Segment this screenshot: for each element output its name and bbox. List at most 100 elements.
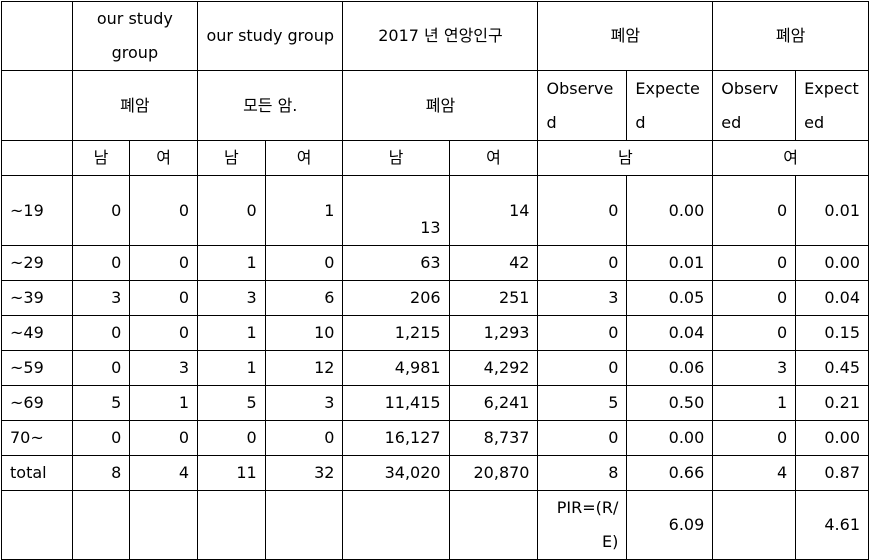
data-cell: 5 xyxy=(71,385,131,421)
data-cell: 8 xyxy=(537,455,628,491)
data-cell: 0 xyxy=(129,315,198,351)
data-cell: 0 xyxy=(712,315,797,351)
header-lung-cancer-male: 폐암 xyxy=(537,1,714,71)
header-lung-cancer-study: 폐암 xyxy=(71,70,199,141)
empty-cell xyxy=(264,490,344,560)
data-cell: 0.04 xyxy=(795,280,869,316)
header-lung-cancer-population: 폐암 xyxy=(342,70,539,141)
header-empty-corner xyxy=(1,1,73,71)
header-sex-male: 남 xyxy=(71,140,131,176)
data-cell: 0 xyxy=(712,420,797,456)
data-cell: 1 xyxy=(712,385,797,421)
data-cell: 0.06 xyxy=(626,350,714,386)
data-cell: 20,870 xyxy=(448,455,539,491)
pir-female-value: 4.61 xyxy=(795,490,869,560)
table-row: ~29 0 0 1 0 63 42 0 0.01 0 0.00 xyxy=(1,245,869,281)
age-cell: 70~ xyxy=(1,420,73,456)
empty-cell xyxy=(448,490,539,560)
data-cell: 1 xyxy=(197,245,266,281)
header-population-2017: 2017 년 연앙인구 xyxy=(342,1,539,71)
data-cell: 0 xyxy=(264,245,344,281)
age-cell: ~59 xyxy=(1,350,73,386)
data-cell: 6 xyxy=(264,280,344,316)
data-cell: 0 xyxy=(537,245,628,281)
data-cell: 3 xyxy=(71,280,131,316)
data-cell: 0 xyxy=(71,350,131,386)
data-cell: 3 xyxy=(197,280,266,316)
header-observed-female: Observed xyxy=(712,70,797,141)
header-sex-male: 남 xyxy=(342,140,450,176)
table-row: ~49 0 0 1 10 1,215 1,293 0 0.04 0 0.15 xyxy=(1,315,869,351)
data-cell: 0.00 xyxy=(626,420,714,456)
age-cell: ~69 xyxy=(1,385,73,421)
data-cell: 4 xyxy=(129,455,198,491)
data-cell: 8 xyxy=(71,455,131,491)
data-cell: 0 xyxy=(197,420,266,456)
data-cell: 251 xyxy=(448,280,539,316)
header-observed-male: Observed xyxy=(537,70,628,141)
data-cell: 0 xyxy=(129,420,198,456)
table-row: ~59 0 3 1 12 4,981 4,292 0 0.06 3 0.45 xyxy=(1,350,869,386)
table-row: ~39 3 0 3 6 206 251 3 0.05 0 0.04 xyxy=(1,280,869,316)
header-sex-male: 남 xyxy=(197,140,266,176)
data-cell: 0 xyxy=(264,420,344,456)
data-cell: 0.50 xyxy=(626,385,714,421)
data-cell: 0.66 xyxy=(626,455,714,491)
data-cell: 0.15 xyxy=(795,315,869,351)
data-cell: 16,127 xyxy=(342,420,450,456)
data-cell: 1,293 xyxy=(448,315,539,351)
data-cell: 0.05 xyxy=(626,280,714,316)
empty-cell xyxy=(1,490,73,560)
data-cell: 0 xyxy=(712,245,797,281)
data-cell: 1 xyxy=(129,385,198,421)
data-cell: 5 xyxy=(537,385,628,421)
data-cell: 8,737 xyxy=(448,420,539,456)
data-cell: 0.00 xyxy=(626,175,714,246)
header-all-cancer: 모든 암. xyxy=(196,70,344,141)
header-empty-3 xyxy=(1,140,73,176)
empty-cell xyxy=(71,490,131,560)
data-cell: 13 xyxy=(342,175,450,246)
data-cell: 0 xyxy=(537,315,628,351)
age-cell: ~49 xyxy=(1,315,73,351)
data-cell: 63 xyxy=(342,245,450,281)
data-cell: 3 xyxy=(712,350,797,386)
header-sex-female: 여 xyxy=(129,140,198,176)
data-cell: 10 xyxy=(264,315,344,351)
data-cell: 32 xyxy=(264,455,344,491)
data-cell: 0 xyxy=(712,280,797,316)
empty-cell xyxy=(197,490,266,560)
data-cell: 0 xyxy=(129,175,198,246)
data-cell: 34,020 xyxy=(342,455,450,491)
data-cell: 1 xyxy=(197,350,266,386)
header-our-study-group-2: our study group xyxy=(196,1,344,71)
data-cell: 0 xyxy=(71,175,131,246)
header-sex-female: 여 xyxy=(448,140,539,176)
data-cell: 0.00 xyxy=(795,245,869,281)
empty-cell xyxy=(712,490,797,560)
data-cell: 0.21 xyxy=(795,385,869,421)
pir-label: PIR=(R/E) xyxy=(537,490,628,560)
data-cell: 6,241 xyxy=(448,385,539,421)
data-cell: 0 xyxy=(71,420,131,456)
data-cell: 0.45 xyxy=(795,350,869,386)
data-cell: 42 xyxy=(448,245,539,281)
data-cell: 14 xyxy=(448,175,539,246)
data-cell: 0 xyxy=(537,420,628,456)
empty-cell xyxy=(342,490,450,560)
data-cell: 3 xyxy=(537,280,628,316)
age-cell: ~39 xyxy=(1,280,73,316)
empty-cell xyxy=(129,490,198,560)
data-cell: 11,415 xyxy=(342,385,450,421)
header-sex-female: 여 xyxy=(264,140,344,176)
data-cell: 0.00 xyxy=(795,420,869,456)
data-cell: 1,215 xyxy=(342,315,450,351)
data-cell: 0 xyxy=(537,350,628,386)
data-cell: 3 xyxy=(264,385,344,421)
table-row: 70~ 0 0 0 0 16,127 8,737 0 0.00 0 0.00 xyxy=(1,420,869,456)
data-cell: 0.01 xyxy=(795,175,869,246)
data-cell: 3 xyxy=(129,350,198,386)
header-empty-2 xyxy=(1,70,73,141)
header-lung-cancer-female: 폐암 xyxy=(712,1,869,71)
data-cell: 0 xyxy=(71,315,131,351)
